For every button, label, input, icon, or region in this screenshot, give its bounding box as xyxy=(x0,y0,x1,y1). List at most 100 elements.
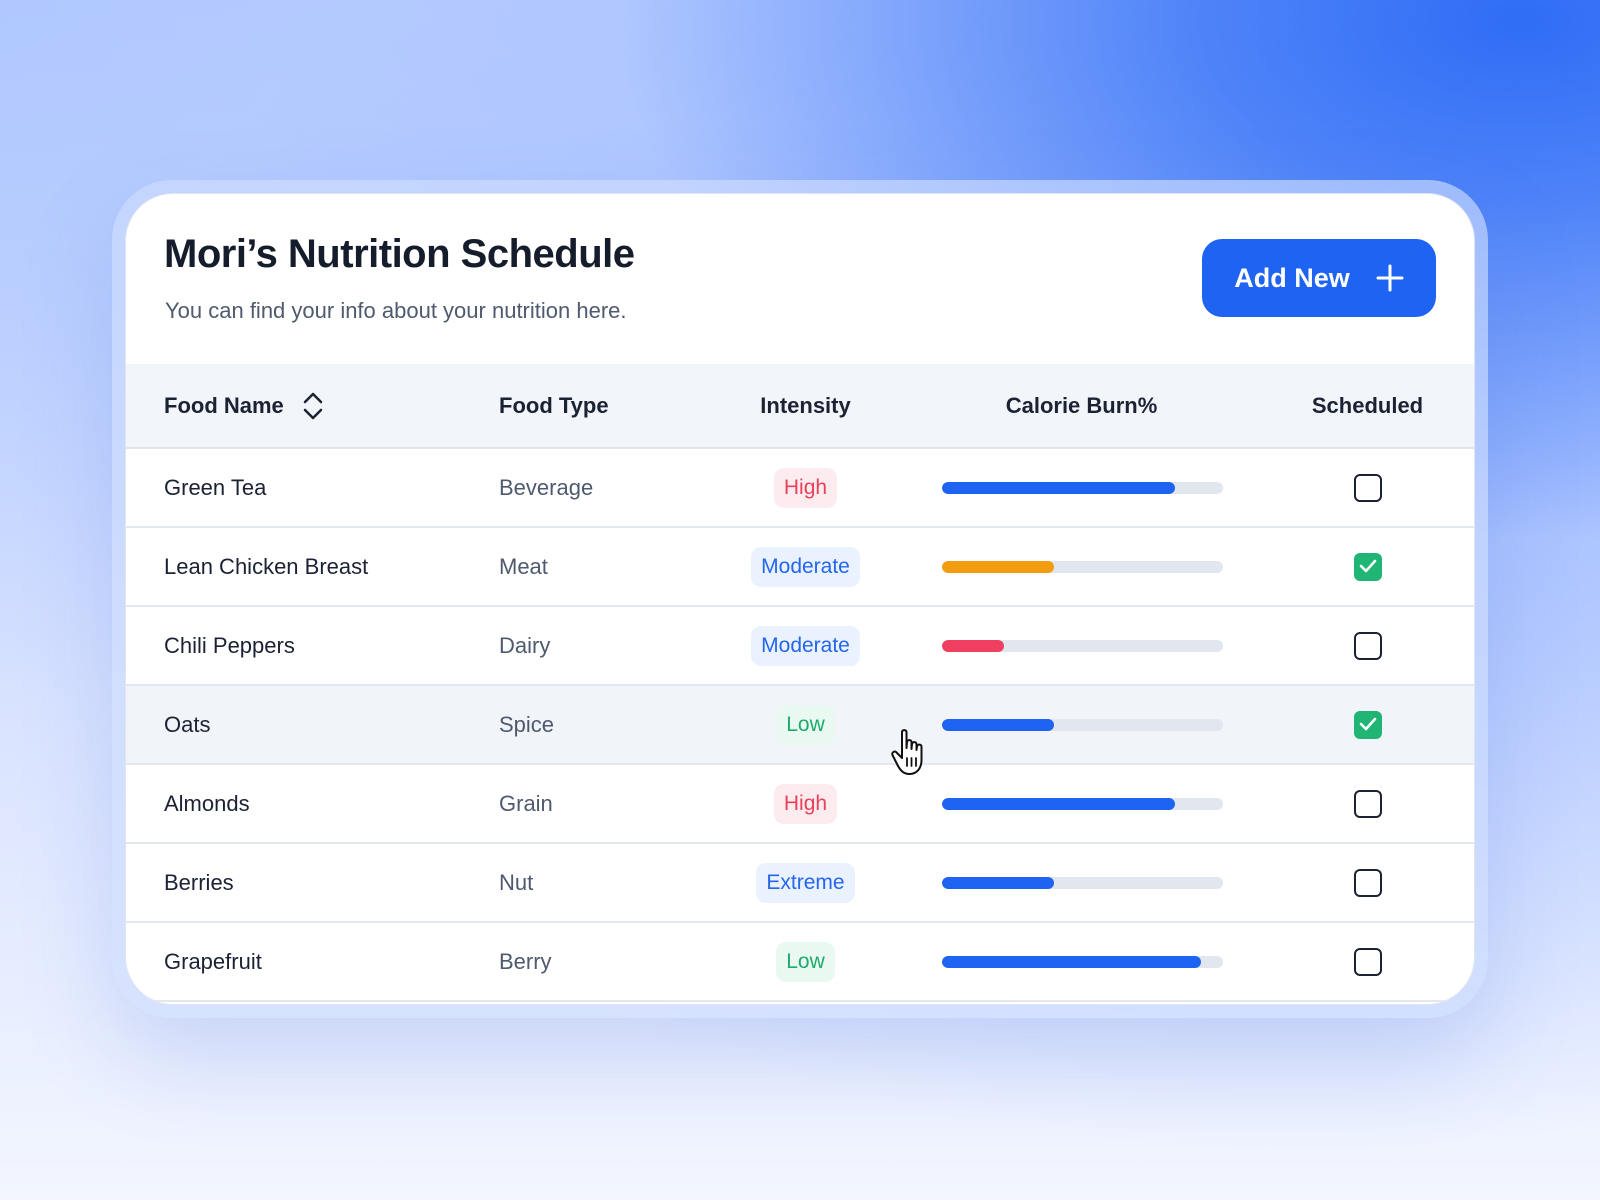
intensity-badge: Low xyxy=(776,941,835,982)
plus-icon xyxy=(1376,264,1404,292)
scheduled-cell xyxy=(1261,448,1474,528)
check-icon xyxy=(1359,717,1376,730)
table-row[interactable]: Almonds Grain High xyxy=(126,764,1474,844)
calorie-burn-bar-fill xyxy=(942,481,1176,494)
calorie-burn-cell xyxy=(902,685,1261,765)
calorie-burn-bar xyxy=(942,560,1223,573)
intensity-badge: Low xyxy=(776,704,835,745)
food-type-cell: Meat xyxy=(499,527,709,607)
column-header-intensity: Intensity xyxy=(709,364,902,449)
calorie-burn-cell xyxy=(902,527,1261,607)
scheduled-checkbox[interactable] xyxy=(1353,473,1382,502)
calorie-burn-cell xyxy=(902,764,1261,844)
food-type-cell: Beverage xyxy=(499,448,709,528)
scheduled-cell xyxy=(1261,527,1474,607)
food-name: Chili Peppers xyxy=(164,632,295,658)
scheduled-checkbox[interactable] xyxy=(1353,710,1382,739)
page-subtitle: You can find your info about your nutrit… xyxy=(165,298,627,323)
intensity-cell: High xyxy=(709,448,902,528)
food-type-cell: Grain xyxy=(499,764,709,844)
scheduled-cell xyxy=(1261,922,1474,1002)
page-title: Mori’s Nutrition Schedule xyxy=(164,232,635,276)
calorie-burn-bar-fill xyxy=(942,718,1055,731)
table-row[interactable]: Lean Chicken Breast Meat Moderate xyxy=(126,527,1474,607)
food-type-cell: Berry xyxy=(499,922,709,1002)
intensity-badge: High xyxy=(773,467,838,508)
food-type-cell: Dairy xyxy=(499,606,709,686)
table-row[interactable]: Grapefruit Berry Low xyxy=(126,922,1474,1002)
food-name-cell: Chili Peppers xyxy=(126,606,499,686)
calorie-burn-bar xyxy=(942,481,1223,494)
table-header: Food Name Food Type Intensity Calorie Bu… xyxy=(126,364,1474,449)
calorie-burn-bar xyxy=(942,876,1223,889)
food-type: Spice xyxy=(499,711,555,737)
add-new-button[interactable]: Add New xyxy=(1202,239,1436,317)
column-header-food-name[interactable]: Food Name xyxy=(126,364,499,449)
scheduled-checkbox[interactable] xyxy=(1353,789,1382,818)
food-name: Oats xyxy=(164,711,211,737)
food-name-cell: Lean Chicken Breast xyxy=(126,527,499,607)
calorie-burn-bar-fill xyxy=(942,797,1176,810)
scheduled-cell xyxy=(1261,606,1474,686)
column-header-scheduled: Scheduled xyxy=(1261,364,1474,449)
scheduled-checkbox[interactable] xyxy=(1353,947,1382,976)
intensity-cell: Moderate xyxy=(709,606,902,686)
calorie-burn-bar-fill xyxy=(942,639,1004,652)
intensity-cell: Extreme xyxy=(709,843,902,923)
column-header-calorie-burn: Calorie Burn% xyxy=(902,364,1261,449)
table-row[interactable]: Chili Peppers Dairy Moderate xyxy=(126,606,1474,686)
table-header-row: Food Name Food Type Intensity Calorie Bu… xyxy=(126,364,1474,449)
food-type: Nut xyxy=(499,869,534,895)
intensity-cell: Low xyxy=(709,685,902,765)
table-row[interactable]: Berries Nut Extreme xyxy=(126,843,1474,923)
food-type: Beverage xyxy=(499,474,594,500)
sort-icon[interactable] xyxy=(300,391,326,421)
intensity-badge: Extreme xyxy=(756,862,855,903)
card-header: Mori’s Nutrition Schedule You can find y… xyxy=(126,194,1474,364)
table-body: Green Tea Beverage High Lean Chicken Breast… xyxy=(126,448,1474,1002)
calorie-burn-cell xyxy=(902,448,1261,528)
food-name: Berries xyxy=(164,869,234,895)
calorie-burn-bar xyxy=(942,955,1223,968)
food-type: Grain xyxy=(499,790,553,816)
scheduled-cell xyxy=(1261,843,1474,923)
column-header-food-type: Food Type xyxy=(499,364,709,449)
food-name: Green Tea xyxy=(164,474,267,500)
scheduled-checkbox[interactable] xyxy=(1353,868,1382,897)
calorie-burn-bar xyxy=(942,639,1223,652)
calorie-burn-cell xyxy=(902,843,1261,923)
scheduled-checkbox[interactable] xyxy=(1353,631,1382,660)
food-name: Grapefruit xyxy=(164,948,262,974)
hand-pointer-icon xyxy=(891,729,923,775)
food-type-cell: Spice xyxy=(499,685,709,765)
table-row[interactable]: Green Tea Beverage High xyxy=(126,448,1474,528)
intensity-badge: Moderate xyxy=(751,546,860,587)
calorie-burn-cell xyxy=(902,922,1261,1002)
scheduled-checkbox[interactable] xyxy=(1353,552,1382,581)
food-name-cell: Berries xyxy=(126,843,499,923)
scheduled-cell xyxy=(1261,764,1474,844)
calorie-burn-bar xyxy=(942,797,1223,810)
food-type: Meat xyxy=(499,553,548,579)
food-type: Berry xyxy=(499,948,552,974)
calorie-burn-bar-fill xyxy=(942,955,1201,968)
calorie-burn-cell xyxy=(902,606,1261,686)
intensity-cell: Moderate xyxy=(709,527,902,607)
calorie-burn-bar-fill xyxy=(942,560,1055,573)
scheduled-cell xyxy=(1261,685,1474,765)
check-icon xyxy=(1359,559,1376,572)
add-new-label: Add New xyxy=(1234,262,1350,293)
intensity-cell: Low xyxy=(709,922,902,1002)
food-name-cell: Almonds xyxy=(126,764,499,844)
food-name: Lean Chicken Breast xyxy=(164,553,369,579)
food-name-cell: Oats xyxy=(126,685,499,765)
intensity-badge: High xyxy=(773,783,838,824)
calorie-burn-bar-fill xyxy=(942,876,1055,889)
table-row[interactable]: Oats Spice Low xyxy=(126,685,1474,765)
food-name-cell: Green Tea xyxy=(126,448,499,528)
food-name: Almonds xyxy=(164,790,250,816)
food-name-cell: Grapefruit xyxy=(126,922,499,1002)
food-type: Dairy xyxy=(499,632,551,658)
intensity-cell: High xyxy=(709,764,902,844)
nutrition-table: Food Name Food Type Intensity Calorie Bu… xyxy=(126,364,1474,1002)
